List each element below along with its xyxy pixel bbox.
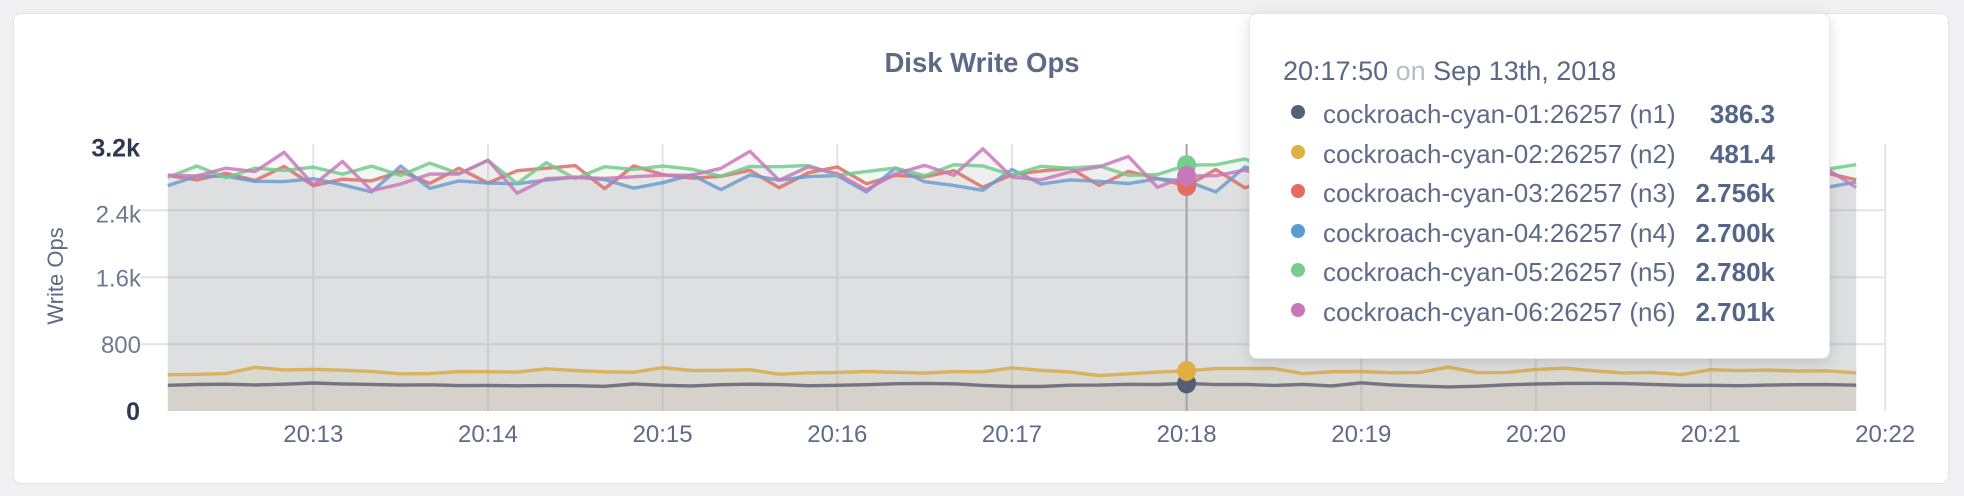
svg-text:0: 0 [126, 398, 140, 426]
svg-text:20:20: 20:20 [1506, 421, 1566, 448]
svg-text:20:22: 20:22 [1855, 421, 1915, 448]
svg-text:20:13: 20:13 [283, 421, 343, 448]
svg-text:20:19: 20:19 [1331, 421, 1391, 448]
svg-text:20:18: 20:18 [1157, 421, 1217, 448]
svg-text:20:16: 20:16 [807, 421, 867, 448]
svg-text:20:15: 20:15 [633, 421, 693, 448]
svg-text:800: 800 [101, 332, 141, 359]
svg-text:20:14: 20:14 [458, 421, 518, 448]
svg-text:3.2k: 3.2k [91, 134, 140, 162]
svg-text:20:21: 20:21 [1681, 421, 1741, 448]
svg-text:20:17: 20:17 [982, 421, 1042, 448]
svg-text:2.4k: 2.4k [96, 201, 142, 228]
svg-text:Write Ops: Write Ops [43, 227, 68, 324]
svg-text:1.6k: 1.6k [96, 266, 142, 293]
